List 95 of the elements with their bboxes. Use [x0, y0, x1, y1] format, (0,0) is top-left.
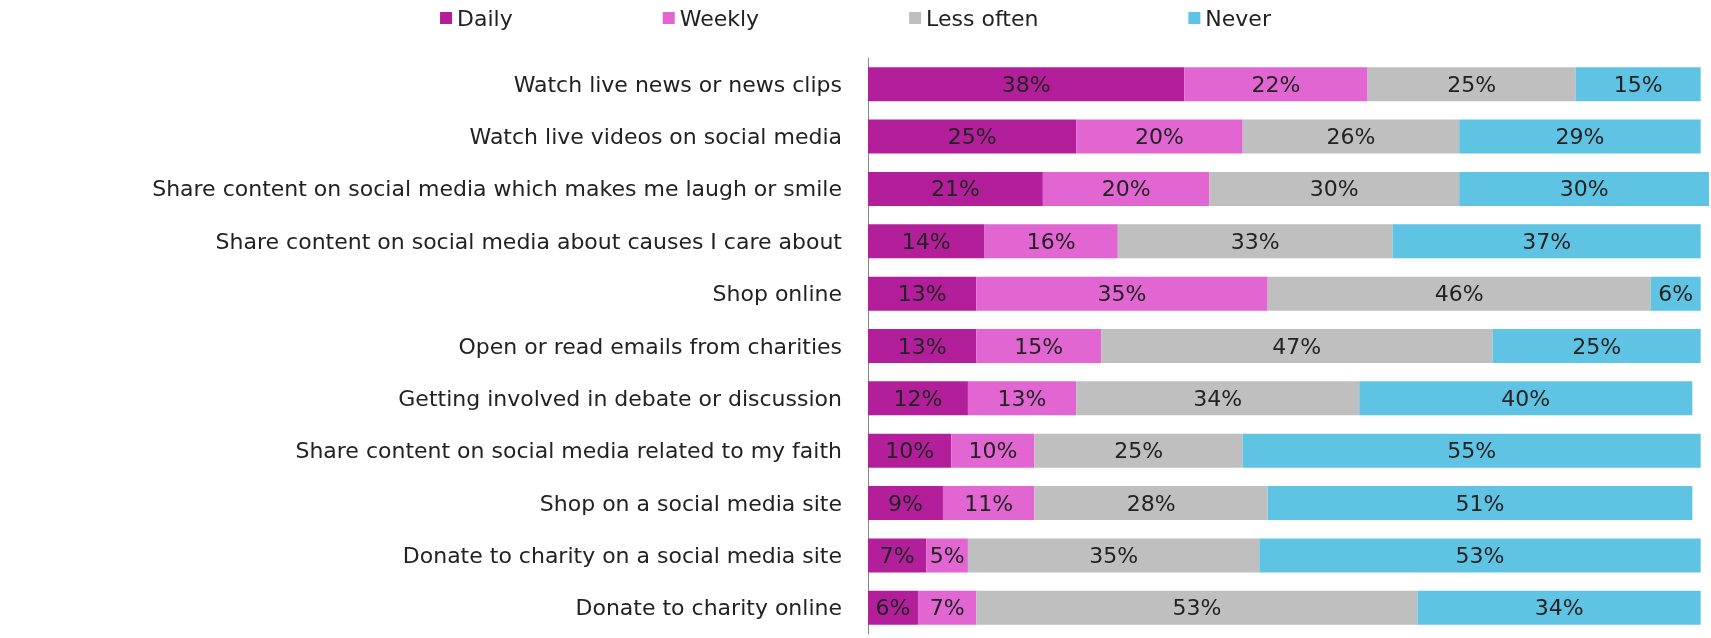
bar: [1042, 171, 1210, 206]
bar: [1101, 329, 1493, 363]
data-label: 7%: [879, 542, 915, 568]
data-label: 21%: [930, 176, 980, 202]
data-label: 12%: [893, 385, 943, 411]
y-tick-label: Shop online: [712, 281, 842, 307]
bar: [976, 590, 1418, 625]
data-label: 9%: [888, 490, 923, 516]
data-label: 40%: [1501, 385, 1551, 411]
data-label: 5%: [929, 542, 965, 568]
bar: [868, 67, 1185, 102]
legend-label: Daily: [457, 5, 513, 31]
y-tick-label: Getting involved in debate or discussion: [398, 385, 842, 411]
data-label: 28%: [1126, 490, 1176, 516]
data-label: 25%: [947, 124, 997, 150]
data-label: 35%: [1089, 542, 1139, 568]
bar: [984, 224, 1118, 259]
y-tick-label: Share content on social media related to my faith: [295, 438, 842, 464]
bar: [1367, 67, 1576, 102]
y-tick-label: Watch live news or news clips: [513, 71, 842, 97]
data-label: 29%: [1555, 124, 1605, 150]
bar: [1242, 433, 1701, 468]
data-label: 22%: [1251, 71, 1301, 97]
data-label: 20%: [1101, 176, 1151, 202]
data-label: 30%: [1309, 176, 1359, 202]
legend-label: Never: [1205, 5, 1272, 31]
legend-label: Less often: [926, 5, 1039, 31]
bar: [1184, 67, 1368, 102]
data-label: 51%: [1455, 490, 1505, 516]
data-label: 13%: [897, 281, 947, 307]
data-label: 15%: [1613, 71, 1663, 97]
data-label: 7%: [929, 595, 965, 621]
data-label: 25%: [1572, 333, 1622, 359]
bar: [1492, 329, 1701, 363]
bar: [967, 538, 1260, 573]
data-label: 13%: [997, 385, 1047, 411]
data-label: 10%: [968, 438, 1018, 464]
data-label: 15%: [1014, 333, 1064, 359]
y-tick-label: Shop on a social media site: [539, 490, 842, 516]
data-label: 14%: [901, 228, 951, 254]
bar: [1267, 486, 1693, 521]
data-label: 11%: [964, 490, 1014, 516]
data-label: 25%: [1447, 71, 1497, 97]
bar: [1259, 538, 1701, 573]
bar: [868, 224, 985, 259]
bar: [1034, 486, 1268, 521]
data-label: 26%: [1326, 124, 1376, 150]
bar: [976, 329, 1102, 363]
bar: [1117, 224, 1393, 259]
y-tick-label: Donate to charity on a social media site: [402, 542, 842, 568]
data-label: 46%: [1434, 281, 1484, 307]
bar: [1575, 67, 1701, 102]
y-tick-label: Donate to charity online: [575, 595, 842, 621]
bar: [1392, 224, 1701, 259]
bar: [868, 381, 968, 416]
y-tick-label: Share content on social media about causes I care about: [215, 228, 843, 254]
bar: [1209, 171, 1460, 206]
bar: [868, 171, 1043, 206]
data-label: 35%: [1097, 281, 1147, 307]
data-label: 55%: [1447, 438, 1497, 464]
bar: [1459, 171, 1709, 206]
y-tick-label: Open or read emails from charities: [458, 333, 842, 359]
bar: [1417, 590, 1701, 625]
data-label: 13%: [897, 333, 947, 359]
bar: [942, 486, 1035, 521]
data-label: 30%: [1559, 176, 1609, 202]
data-label: 34%: [1193, 385, 1243, 411]
data-label: 10%: [885, 438, 935, 464]
data-label: 33%: [1230, 228, 1280, 254]
bar: [868, 276, 977, 311]
data-label: 34%: [1534, 595, 1584, 621]
data-label: 53%: [1455, 542, 1505, 568]
bar: [868, 329, 977, 363]
data-label: 20%: [1134, 124, 1184, 150]
bar: [967, 381, 1077, 416]
data-label: 53%: [1172, 595, 1222, 621]
data-label: 16%: [1026, 228, 1076, 254]
bar: [1267, 276, 1651, 311]
bar: [976, 276, 1268, 311]
bar: [1034, 433, 1243, 468]
bar: [1076, 381, 1360, 416]
bar: [1242, 119, 1460, 154]
bar: [1459, 119, 1701, 154]
data-label: 6%: [1658, 281, 1694, 307]
bar: [1076, 119, 1243, 154]
legend-label: Weekly: [679, 5, 760, 31]
data-label: 38%: [1001, 71, 1051, 97]
data-label: 47%: [1272, 333, 1322, 359]
y-tick-label: Watch live videos on social media: [469, 124, 842, 150]
bar: [1359, 381, 1693, 416]
data-label: 25%: [1114, 438, 1164, 464]
data-label: 6%: [875, 595, 911, 621]
y-tick-label: Share content on social media which makes me laugh or smile: [152, 176, 842, 202]
bar: [868, 119, 1077, 154]
data-label: 37%: [1522, 228, 1572, 254]
